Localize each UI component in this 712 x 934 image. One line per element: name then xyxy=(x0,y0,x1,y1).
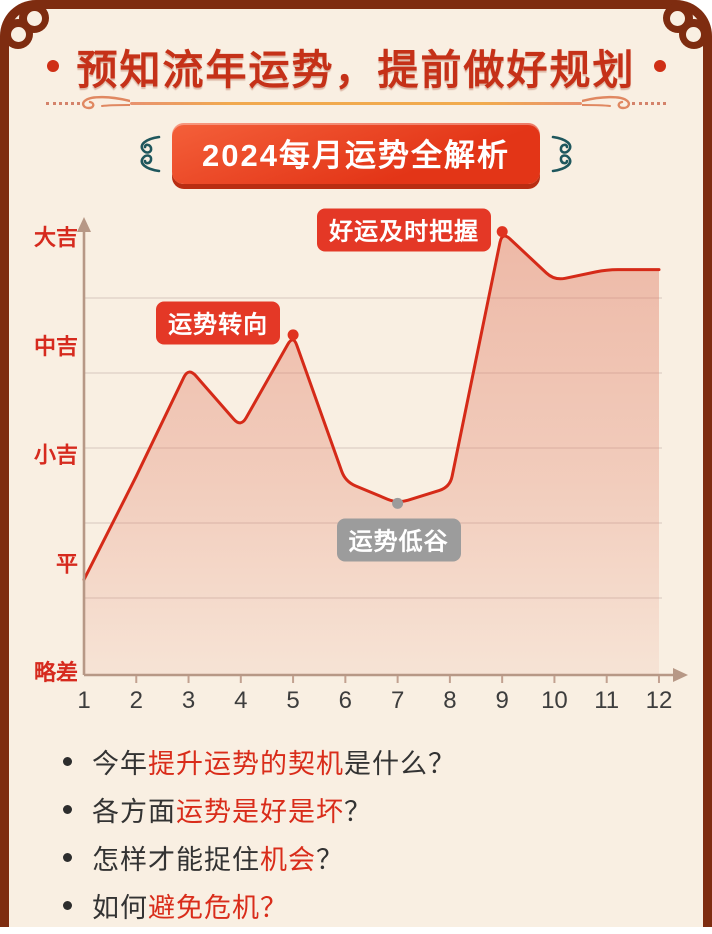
teal-cloud-ornament-icon xyxy=(140,135,161,172)
x-axis-label: 9 xyxy=(495,687,508,714)
page-header: 预知流年运势，提前做好规划 xyxy=(0,36,712,96)
x-axis-label: 2 xyxy=(130,687,143,714)
bullet-text-segment: 今年 xyxy=(92,749,148,779)
bullet-text-segment: 机会 xyxy=(260,845,316,875)
annotation-badge: 运势转向 xyxy=(156,301,281,345)
annotation-badge: 好运及时把握 xyxy=(317,208,492,252)
cloud-scroll-icon xyxy=(582,95,631,110)
marker-dot xyxy=(496,226,508,238)
bullet-dot-icon xyxy=(63,901,72,910)
bullet-text-segment: ？ xyxy=(344,797,372,827)
ornamental-divider xyxy=(46,92,666,114)
cloud-scroll-icon xyxy=(81,95,130,110)
header-left-dot-icon xyxy=(46,60,59,72)
bullet-text-segment: 各方面 xyxy=(92,797,176,827)
x-axis-label: 8 xyxy=(443,687,456,714)
x-axis-label: 11 xyxy=(594,687,619,714)
fortune-line-chart: 1 2 3 4 5 6 7 8 9 10 11 12 略差平小吉 中吉 大吉 运势转向 好运及时把握 运势低谷 xyxy=(0,205,712,725)
fortune-line xyxy=(82,234,661,582)
marker-dot xyxy=(392,497,404,509)
fortune-area xyxy=(84,236,659,675)
bullet-list: 今年提升运势的契机是什么？ 各方面运势是好是坏？ 怎样才能捉住机会？ 如何避免危机？ xyxy=(63,742,682,934)
bullet-dot-icon xyxy=(63,805,72,814)
x-axis-label: 4 xyxy=(234,687,247,714)
x-axis-label: 6 xyxy=(339,687,352,714)
bullet-text-segment: 避免危机？ xyxy=(148,893,288,923)
bullet-text-segment: 如何 xyxy=(92,893,148,923)
marker-dot xyxy=(287,329,299,341)
divider-dotted-end xyxy=(46,101,80,105)
bullet-text-segment: 是什么？ xyxy=(344,749,456,779)
bullet-text: 如何避免危机？ xyxy=(92,886,288,925)
y-axis-label: 中吉 xyxy=(34,334,78,359)
list-item: 如何避免危机？ xyxy=(63,886,682,925)
x-axis-label: 1 xyxy=(77,687,90,714)
list-item: 各方面运势是好是坏？ xyxy=(63,790,682,829)
y-axis-label: 小吉 xyxy=(34,443,78,468)
teal-cloud-ornament-icon xyxy=(551,135,572,172)
bullet-dot-icon xyxy=(63,853,72,862)
x-axis-label: 12 xyxy=(646,687,673,714)
y-axis-label: 大吉 xyxy=(34,225,78,250)
x-axis-label: 3 xyxy=(182,687,195,714)
bullet-text-segment: 怎样才能捉住 xyxy=(92,845,260,875)
x-axis-arrow-icon xyxy=(673,668,688,682)
annotation-badge: 运势低谷 xyxy=(336,518,461,562)
x-axis-label: 7 xyxy=(391,687,404,714)
bullet-text-segment: 提升运势的契机 xyxy=(148,749,344,779)
divider-dotted-end xyxy=(632,101,666,105)
header-right-dot-icon xyxy=(653,60,666,72)
page-title: 预知流年运势，提前做好规划 xyxy=(76,47,636,93)
section-banner-row: 2024每月运势全解析 xyxy=(0,123,712,184)
bullet-dot-icon xyxy=(63,757,72,766)
y-axis-arrow-icon xyxy=(77,217,91,232)
list-item: 今年提升运势的契机是什么？ xyxy=(63,742,682,781)
bullet-text-segment: 运势是好是坏 xyxy=(176,797,344,827)
x-axis-label: 10 xyxy=(541,687,568,714)
section-title-banner: 2024每月运势全解析 xyxy=(172,123,540,184)
bullet-text: 今年提升运势的契机是什么？ xyxy=(92,742,456,781)
list-item: 怎样才能捉住机会？ xyxy=(63,838,682,877)
y-axis-label: 平 xyxy=(56,551,78,576)
divider-line xyxy=(130,101,582,105)
y-axis-label: 略差 xyxy=(34,660,78,685)
x-axis-label: 5 xyxy=(286,687,299,714)
bullet-text: 各方面运势是好是坏？ xyxy=(92,790,372,829)
bullet-text-segment: ？ xyxy=(316,845,344,875)
bullet-text: 怎样才能捉住机会？ xyxy=(92,838,344,877)
